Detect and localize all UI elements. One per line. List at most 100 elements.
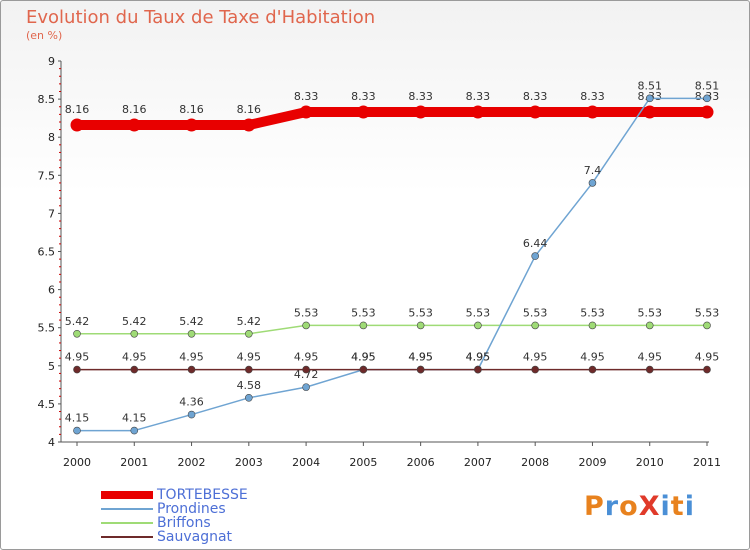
data-label-briffons: 5.53 [637, 306, 662, 319]
data-label-prondines: 4.72 [294, 368, 319, 381]
data-label-prondines: 4.58 [237, 379, 262, 392]
data-point-sauvagnat [359, 365, 368, 374]
data-point-sauvagnat [130, 365, 139, 374]
data-label-prondines: 8.51 [637, 79, 662, 92]
data-point-briffons [645, 321, 654, 330]
legend-item-prondines: Prondines [101, 502, 248, 516]
data-label-prondines: 4.95 [408, 351, 433, 364]
data-point-sauvagnat [474, 365, 482, 374]
data-label-sauvagnat: 4.95 [179, 351, 204, 364]
logo-letter: t [670, 491, 685, 522]
data-label-briffons: 5.53 [351, 306, 376, 319]
data-label-sauvagnat: 4.95 [294, 351, 319, 364]
data-label-sauvagnat: 4.95 [237, 351, 262, 364]
data-label-briffons: 5.42 [122, 315, 147, 328]
data-label-briffons: 5.42 [65, 315, 90, 328]
data-label-tortebesse: 8.16 [65, 103, 90, 116]
data-label-sauvagnat: 4.95 [65, 351, 90, 364]
data-point-briffons [703, 321, 711, 330]
x-tick-label: 2005 [349, 456, 377, 469]
data-label-sauvagnat: 4.95 [637, 351, 662, 364]
data-point-prondines [645, 94, 654, 103]
data-point-sauvagnat [416, 365, 425, 374]
logo-letter: r [604, 491, 620, 522]
data-label-briffons: 5.42 [237, 315, 262, 328]
data-point-sauvagnat [187, 365, 196, 374]
data-label-prondines: 4.95 [466, 351, 491, 364]
data-label-tortebesse: 8.16 [237, 103, 262, 116]
data-point-briffons [73, 329, 81, 338]
x-tick-label: 2001 [120, 456, 148, 469]
data-point-briffons [588, 321, 597, 330]
data-label-tortebesse: 8.16 [122, 103, 147, 116]
data-point-prondines [302, 383, 310, 391]
data-label-briffons: 5.53 [580, 306, 605, 319]
legend-label: TORTEBESSE [157, 487, 248, 503]
x-tick-label: 2006 [407, 456, 435, 469]
data-point-briffons [359, 321, 368, 330]
data-label-briffons: 5.53 [523, 306, 548, 319]
data-point-briffons [245, 329, 253, 338]
data-label-prondines: 7.4 [584, 164, 602, 177]
x-tick-label: 2004 [292, 456, 320, 469]
data-point-tortebesse [127, 118, 141, 132]
data-label-briffons: 5.53 [466, 306, 491, 319]
data-point-prondines [130, 426, 139, 435]
data-label-prondines: 4.15 [122, 412, 147, 425]
x-tick-label: 2011 [693, 456, 721, 469]
x-tick-label: 2010 [636, 456, 664, 469]
logo-letter: P [584, 491, 605, 522]
data-point-tortebesse [585, 105, 599, 119]
data-point-prondines [187, 410, 196, 419]
data-point-briffons [474, 321, 482, 330]
data-point-sauvagnat [588, 365, 597, 374]
x-tick-label: 2002 [178, 456, 206, 469]
data-label-tortebesse: 8.33 [580, 90, 605, 103]
legend-item-sauvagnat: Sauvagnat [101, 530, 248, 544]
data-label-prondines: 6.44 [523, 237, 548, 250]
chart-subtitle: (en %) [26, 29, 63, 42]
data-label-briffons: 5.53 [408, 306, 433, 319]
data-point-tortebesse [643, 105, 657, 119]
data-label-tortebesse: 8.33 [351, 90, 376, 103]
data-label-tortebesse: 8.33 [466, 90, 491, 103]
data-label-sauvagnat: 4.95 [466, 351, 491, 364]
data-point-prondines [588, 179, 597, 187]
data-point-briffons [416, 321, 425, 330]
y-tick-label: 9 [48, 55, 55, 68]
data-label-tortebesse: 8.33 [523, 90, 548, 103]
data-point-tortebesse [528, 105, 542, 119]
data-point-tortebesse [242, 118, 256, 132]
data-label-sauvagnat: 4.95 [695, 351, 720, 364]
data-point-prondines [703, 94, 711, 103]
data-label-sauvagnat: 4.95 [523, 351, 548, 364]
data-point-tortebesse [700, 105, 714, 119]
data-point-sauvagnat [645, 365, 654, 374]
series-line-briffons [76, 324, 708, 335]
x-tick-label: 2007 [464, 456, 492, 469]
legend-swatch [101, 522, 153, 524]
data-label-sauvagnat: 4.95 [408, 351, 433, 364]
series-line-tortebesse [72, 107, 712, 131]
data-point-briffons [187, 329, 196, 338]
data-point-briffons [302, 321, 310, 330]
series-line-prondines [76, 97, 708, 432]
legend: TORTEBESSE Prondines Briffons Sauvagnat [101, 488, 248, 544]
x-tick-label: 2003 [235, 456, 263, 469]
legend-swatch [101, 491, 153, 499]
y-tick-label: 7.5 [38, 169, 56, 182]
logo-letter: i [684, 491, 695, 522]
data-point-tortebesse [471, 105, 485, 119]
data-point-prondines [245, 394, 253, 402]
data-label-tortebesse: 8.33 [294, 90, 319, 103]
logo-letter: i [660, 491, 671, 522]
data-point-briffons [130, 329, 139, 338]
legend-swatch [101, 536, 153, 538]
y-tick-label: 4.5 [38, 398, 56, 411]
data-label-briffons: 5.53 [695, 306, 720, 319]
data-label-prondines: 4.95 [351, 351, 376, 364]
data-point-sauvagnat [531, 365, 539, 374]
legend-label: Briffons [157, 515, 211, 531]
